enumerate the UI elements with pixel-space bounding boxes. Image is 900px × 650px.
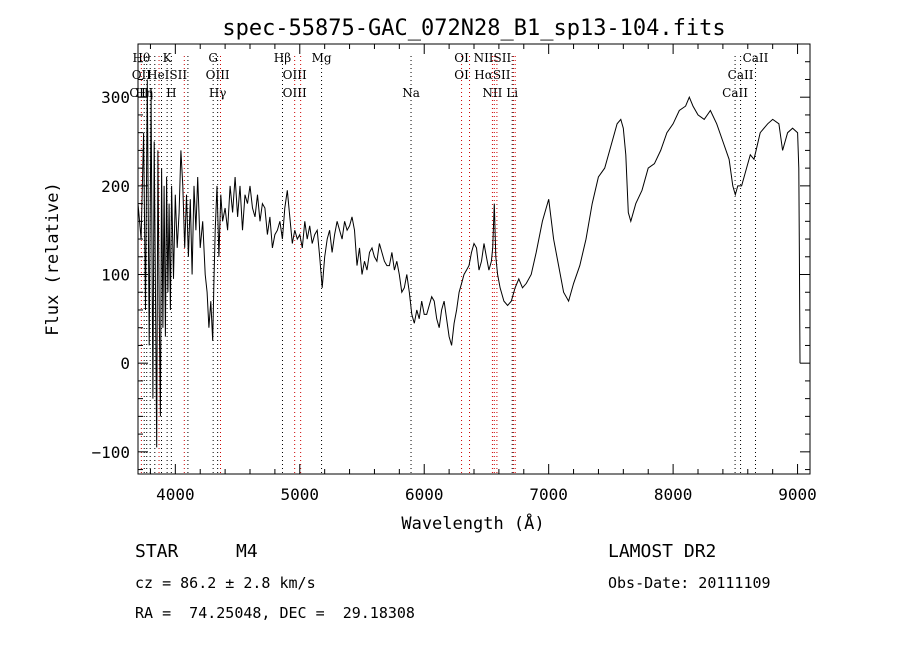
x-tick-label: 7000 — [529, 485, 568, 504]
line-marker-label: G — [208, 51, 218, 65]
y-tick-label: 0 — [120, 354, 130, 373]
line-marker-label: K — [163, 51, 173, 65]
line-marker-label: HeISII — [147, 68, 187, 82]
x-axis-ticks: 4000 5000 6000 7000 8000 9000 — [149, 44, 817, 504]
plot-frame — [137, 43, 811, 475]
line-marker-label: CaII — [728, 68, 754, 82]
object-subclass: M4 — [236, 541, 258, 562]
object-class: STAR — [135, 541, 179, 562]
line-marker-label: OIII — [206, 68, 230, 82]
observation-date: Obs-Date: 20111109 — [608, 574, 771, 592]
line-marker-label: CaII — [743, 51, 769, 65]
y-axis-ticks: −100 0 100 200 300 — [91, 43, 810, 471]
y-tick-label: 100 — [101, 266, 130, 285]
line-marker-label: H — [166, 86, 176, 100]
line-marker-label: HαSII — [474, 68, 511, 82]
x-tick-label: 6000 — [405, 485, 444, 504]
spectrum-series-line — [137, 79, 801, 448]
redshift-cz: cz = 86.2 ± 2.8 km/s — [135, 574, 316, 592]
line-markers — [140, 56, 756, 474]
coordinates: RA = 74.25048, DEC = 29.18308 — [135, 604, 415, 622]
survey-name: LAMOST DR2 — [608, 541, 717, 562]
line-marker-label: Hγ — [209, 86, 227, 100]
chart-title: spec-55875-GAC_072N28_B1_sp13-104.fits — [222, 16, 725, 41]
line-marker-label: OIII — [283, 86, 307, 100]
x-tick-label: 9000 — [778, 485, 817, 504]
x-tick-label: 8000 — [654, 485, 693, 504]
y-tick-label: 300 — [101, 88, 130, 107]
x-tick-label: 4000 — [156, 485, 195, 504]
line-marker-label: Hβ — [274, 51, 291, 65]
line-marker-label: NIISII — [474, 51, 512, 65]
line-marker-label: Mg — [312, 51, 332, 65]
line-marker-label: OI — [454, 51, 469, 65]
line-marker-label: Li — [506, 86, 518, 100]
line-marker-label: Hθ — [133, 51, 151, 65]
line-marker-label: NII — [482, 86, 502, 100]
x-axis-label: Wavelength (Å) — [401, 512, 544, 534]
line-marker-label: Na — [402, 86, 420, 100]
line-marker-label: OII — [132, 68, 152, 82]
x-tick-label: 5000 — [281, 485, 320, 504]
line-marker-label: OI — [454, 68, 469, 82]
line-marker-label: CaII — [722, 86, 748, 100]
line-marker-label: Hη — [135, 86, 153, 100]
y-tick-label: −100 — [91, 443, 130, 462]
y-axis-label: Flux (relative) — [43, 182, 63, 336]
line-marker-label: OIII — [283, 68, 307, 82]
line-marker-labels: HθOIIOIIIHηKHeISIIHGOIIIHγHβOIIIOIIIMgNa… — [129, 51, 768, 100]
y-tick-label: 200 — [101, 177, 130, 196]
